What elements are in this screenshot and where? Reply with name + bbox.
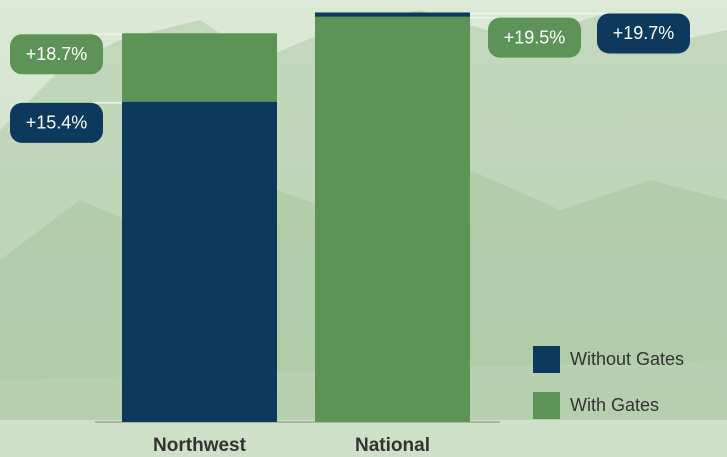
value-label-box — [10, 102, 103, 143]
value-label: +15.4% — [26, 113, 88, 133]
legend-label: Without Gates — [570, 349, 684, 369]
bar — [122, 101, 277, 423]
legend-label: With Gates — [570, 395, 659, 415]
bar — [315, 16, 470, 422]
legend-swatch — [533, 346, 560, 373]
value-label: +19.7% — [613, 23, 675, 43]
x-tick-label: Northwest — [153, 435, 247, 456]
value-label-box — [10, 34, 103, 75]
value-label-box — [488, 17, 581, 58]
legend-swatch — [533, 392, 560, 419]
x-tick-label: National — [355, 435, 430, 456]
ground — [0, 420, 727, 457]
value-label: +19.5% — [504, 27, 566, 47]
value-label-box — [597, 13, 690, 54]
value-label: +18.7% — [26, 44, 88, 64]
